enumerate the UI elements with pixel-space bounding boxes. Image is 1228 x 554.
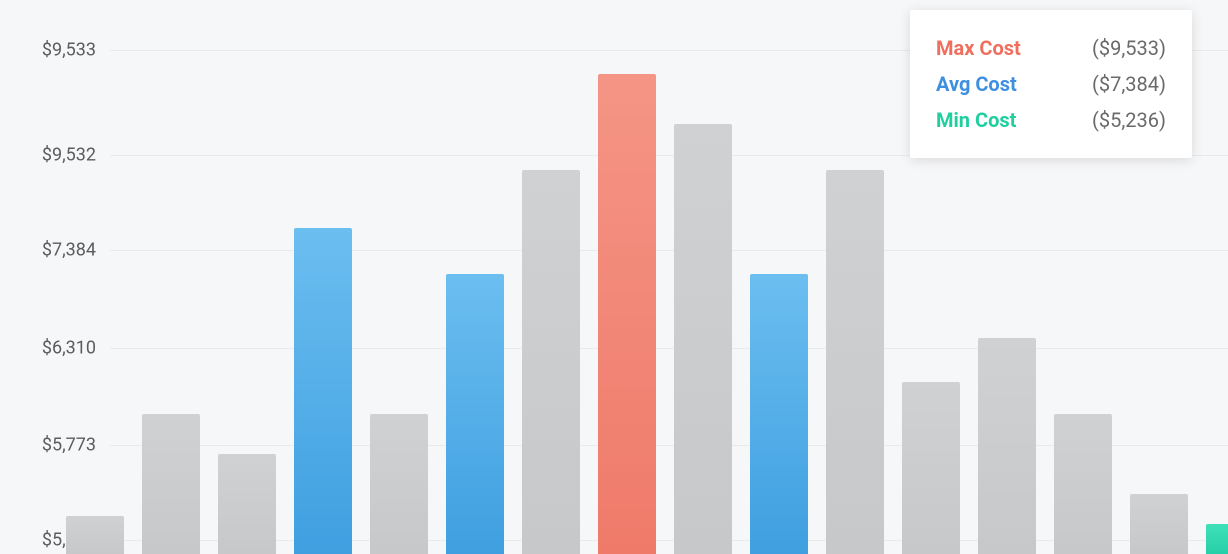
- cost-legend: Max Cost ($9,533) Avg Cost ($7,384) Min Cost…: [910, 10, 1192, 158]
- bar: [1130, 494, 1188, 554]
- legend-label: Min Cost: [936, 108, 1016, 132]
- legend-row: Min Cost ($5,236): [936, 102, 1166, 138]
- bar: [370, 414, 428, 554]
- bar: [978, 338, 1036, 554]
- legend-row: Max Cost ($9,533): [936, 30, 1166, 66]
- bar: [218, 454, 276, 554]
- legend-value: ($7,384): [1092, 72, 1166, 96]
- y-tick-label: $7,384: [42, 240, 96, 261]
- y-tick-label: $5,773: [42, 435, 96, 456]
- bar: [294, 228, 352, 554]
- legend-value: ($9,533): [1092, 36, 1166, 60]
- bar: [674, 124, 732, 554]
- bar: [826, 170, 884, 554]
- cost-bar-chart: $9,533$9,532$7,384$6,310$5,773$5,236 Max…: [0, 0, 1228, 554]
- bar: [66, 516, 124, 554]
- y-tick-label: $9,533: [42, 40, 96, 61]
- legend-value: ($5,236): [1092, 108, 1166, 132]
- bar: [902, 382, 960, 554]
- y-tick-label: $6,310: [42, 338, 96, 359]
- legend-label: Avg Cost: [936, 72, 1017, 96]
- bar: [446, 274, 504, 554]
- legend-label: Max Cost: [936, 36, 1021, 60]
- bar: [1206, 524, 1228, 554]
- legend-row: Avg Cost ($7,384): [936, 66, 1166, 102]
- bar: [522, 170, 580, 554]
- bar: [1054, 414, 1112, 554]
- bar: [142, 414, 200, 554]
- bar: [750, 274, 808, 554]
- bar: [598, 74, 656, 554]
- y-tick-label: $9,532: [42, 145, 96, 166]
- y-axis: $9,533$9,532$7,384$6,310$5,773$5,236: [0, 0, 110, 554]
